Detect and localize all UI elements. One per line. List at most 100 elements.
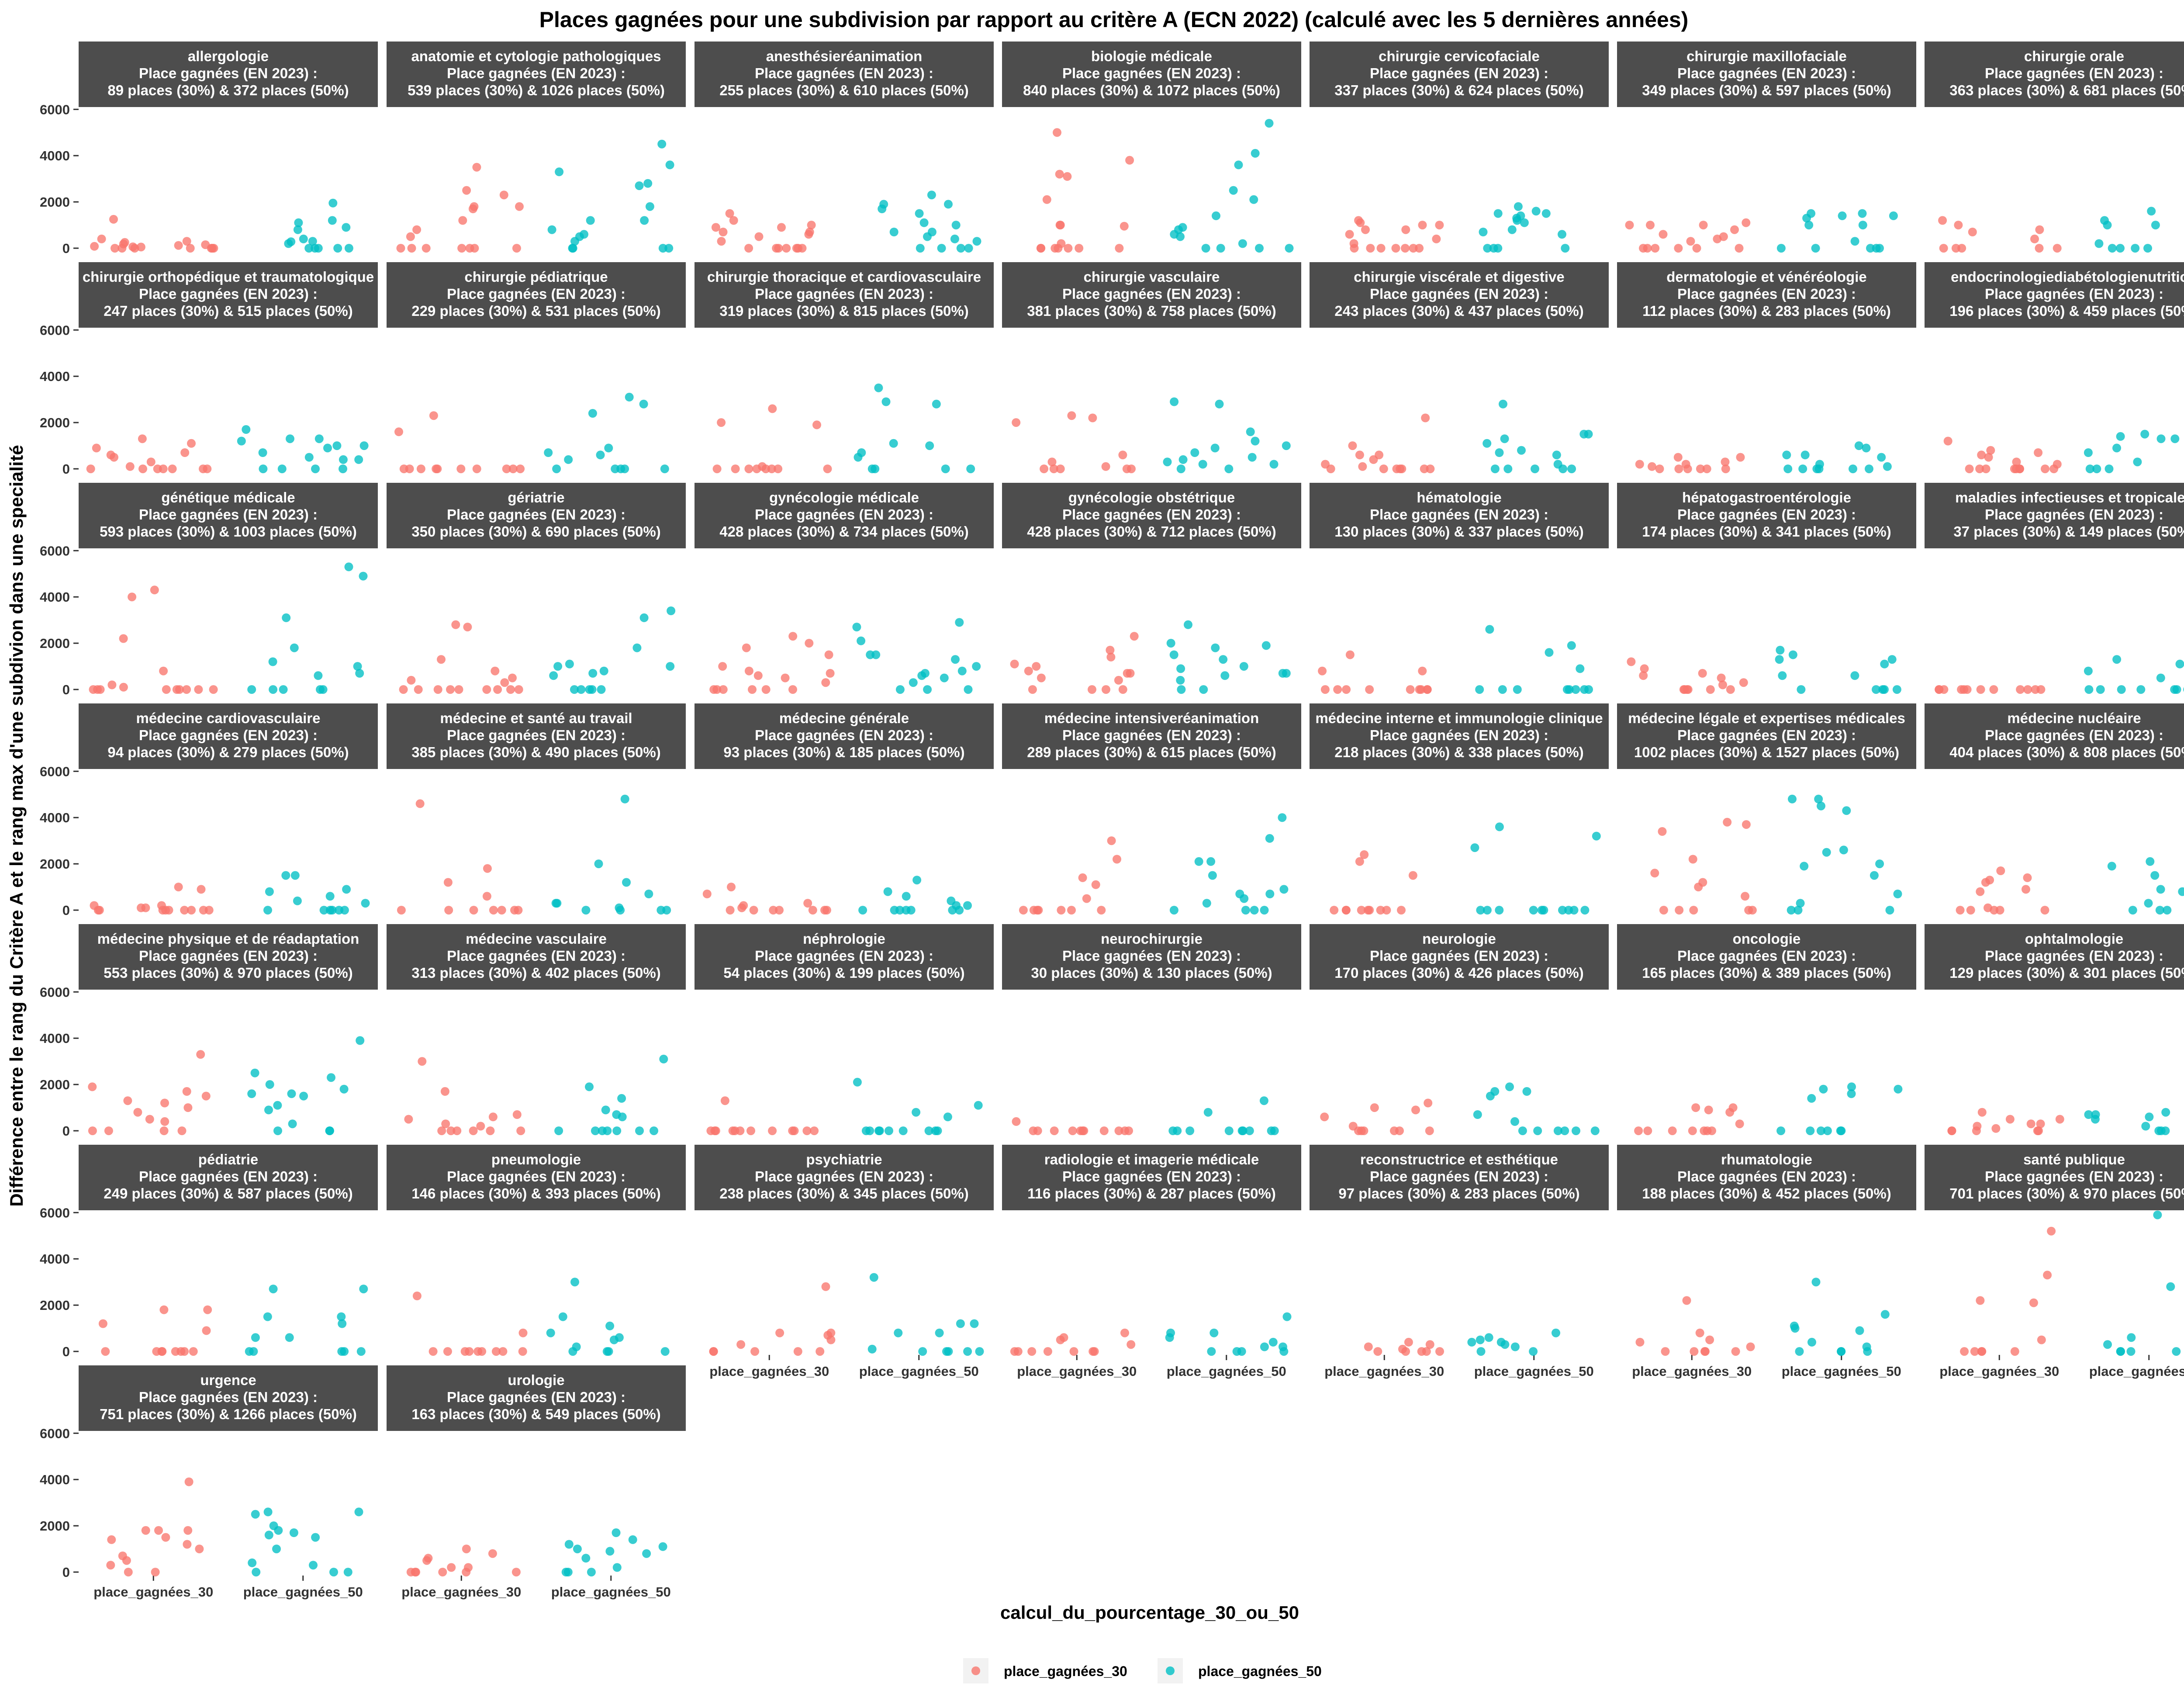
point-30 <box>768 404 777 413</box>
point-30 <box>109 215 118 224</box>
point-30 <box>1659 230 1668 239</box>
point-30 <box>138 464 147 474</box>
point-50 <box>1220 671 1230 680</box>
point-30 <box>1042 195 1051 204</box>
point-30 <box>476 1122 485 1131</box>
point-30 <box>1123 669 1132 678</box>
point-30 <box>1935 685 1944 694</box>
point-50 <box>2175 659 2184 668</box>
point-30 <box>1640 664 1649 673</box>
facet-strip <box>79 703 378 769</box>
point-30 <box>1067 411 1076 420</box>
point-50 <box>2117 685 2126 694</box>
point-50 <box>1279 1347 1289 1356</box>
point-50 <box>269 1521 278 1531</box>
y-tick-label: 2000 <box>40 1077 70 1092</box>
point-50 <box>290 643 299 652</box>
point-30 <box>2036 1119 2045 1129</box>
point-50 <box>1872 685 1880 694</box>
point-50 <box>287 1089 296 1098</box>
facet-strip-label: 593 places (30%) & 1003 places (50%) <box>100 523 357 540</box>
point-30 <box>1391 244 1400 253</box>
point-30 <box>1047 457 1057 467</box>
point-50 <box>299 1091 308 1101</box>
point-50 <box>1235 890 1244 898</box>
point-50 <box>2084 666 2093 675</box>
point-50 <box>659 1054 668 1063</box>
point-30 <box>2010 1347 2019 1356</box>
point-30 <box>1960 1347 1969 1356</box>
facet-strip-label: 238 places (30%) & 345 places (50%) <box>719 1185 969 1202</box>
point-30 <box>1718 680 1727 689</box>
facet-strip-label: 129 places (30%) & 301 places (50%) <box>1949 965 2184 981</box>
point-50 <box>1892 685 1901 694</box>
point-50 <box>667 606 676 615</box>
point-50 <box>854 453 863 462</box>
point-50 <box>974 1101 983 1110</box>
point-50 <box>2096 685 2105 694</box>
y-tick-label: 0 <box>62 682 70 697</box>
facet-strip <box>79 1365 378 1431</box>
facet-strip-title: hépatogastroentérologie <box>1682 489 1851 506</box>
point-30 <box>2034 448 2043 457</box>
point-50 <box>964 685 973 694</box>
facet-strip-label: Place gagnées (EN 2023) : <box>1370 1168 1548 1184</box>
point-50 <box>258 448 267 457</box>
point-30 <box>454 685 463 694</box>
point-30 <box>447 1563 456 1572</box>
point-30 <box>1744 906 1753 915</box>
point-50 <box>2144 899 2153 908</box>
point-30 <box>1976 685 1985 694</box>
point-50 <box>1794 906 1803 915</box>
point-30 <box>141 1526 150 1535</box>
point-50 <box>596 450 605 460</box>
facet-strip <box>1002 262 1301 328</box>
facet-strip-label: Place gagnées (EN 2023) : <box>1677 286 1856 302</box>
facet-strip <box>695 1145 994 1210</box>
point-30 <box>767 464 776 474</box>
point-30 <box>2041 464 2049 474</box>
point-50 <box>299 234 308 243</box>
point-50 <box>361 899 370 908</box>
point-30 <box>711 1126 720 1136</box>
facet-strip <box>1617 703 1916 769</box>
point-30 <box>737 903 746 912</box>
point-30 <box>97 234 106 243</box>
point-30 <box>1114 1126 1123 1136</box>
point-50 <box>1229 186 1238 195</box>
facet-strip-title: biologie médicale <box>1091 48 1212 64</box>
facet-strip-title: médecine interne et immunologie clinique <box>1315 710 1603 726</box>
point-30 <box>515 202 524 211</box>
point-30 <box>106 450 115 460</box>
point-50 <box>1553 1126 1562 1136</box>
point-30 <box>1432 234 1441 243</box>
point-50 <box>957 666 967 675</box>
point-30 <box>804 230 813 239</box>
x-tick-label: place_gagnées_50 <box>859 1364 979 1379</box>
point-30 <box>1333 685 1342 694</box>
point-30 <box>1043 1347 1052 1356</box>
point-50 <box>1870 871 1879 880</box>
y-tick-label: 2000 <box>40 856 70 872</box>
point-50 <box>1507 225 1517 234</box>
point-30 <box>463 623 472 632</box>
point-50 <box>1224 1126 1234 1136</box>
point-50 <box>1847 1082 1856 1091</box>
point-50 <box>889 439 898 448</box>
point-30 <box>488 1112 498 1122</box>
point-30 <box>1984 453 1993 462</box>
facet-strip-label: 337 places (30%) & 624 places (50%) <box>1334 82 1584 98</box>
point-30 <box>1689 906 1698 915</box>
facet-strip <box>1310 483 1609 548</box>
y-tick-label: 6000 <box>40 102 70 117</box>
point-50 <box>319 906 328 915</box>
point-30 <box>1986 446 1995 455</box>
point-50 <box>337 1347 346 1356</box>
point-30 <box>1330 906 1339 915</box>
point-30 <box>399 464 408 474</box>
